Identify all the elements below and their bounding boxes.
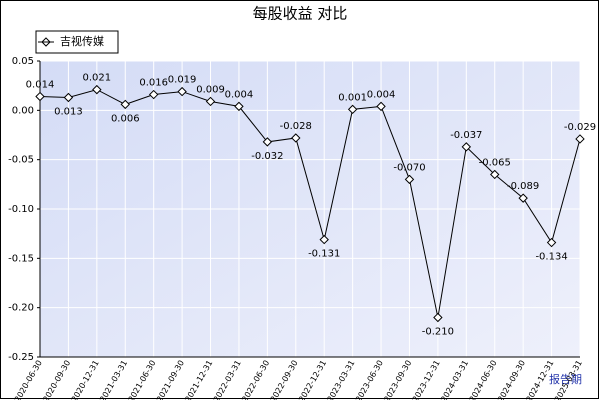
- point: [433, 312, 443, 323]
- point: [205, 96, 216, 107]
- chart-title: 每股收益 对比: [253, 5, 348, 23]
- legend-label: 吉视传媒: [60, 34, 104, 48]
- point: [518, 193, 528, 203]
- point: [35, 91, 45, 102]
- point: [92, 84, 102, 95]
- value-label: -0.134: [535, 252, 567, 263]
- y-tick-label: 0.05: [12, 56, 34, 67]
- value-label: 0.009: [196, 84, 225, 95]
- y-tick-label: -0.25: [8, 352, 34, 363]
- value-label: -0.028: [280, 121, 312, 132]
- point: [120, 99, 130, 110]
- value-label: 0.006: [111, 113, 140, 124]
- point: [376, 101, 386, 112]
- point: [262, 137, 273, 147]
- point: [490, 169, 500, 180]
- point: [177, 86, 187, 97]
- point: [319, 234, 329, 245]
- point: [461, 142, 472, 152]
- y-tick-label: -0.05: [8, 155, 34, 166]
- value-label: -0.037: [450, 130, 482, 141]
- point: [291, 133, 301, 143]
- point: [546, 237, 557, 248]
- value-label: 0.014: [26, 80, 55, 91]
- value-label: -0.032: [251, 151, 283, 162]
- series-line: [39, 89, 581, 318]
- y-tick-label: -0.20: [8, 303, 34, 314]
- y-tick-label: -0.10: [8, 204, 34, 215]
- point: [234, 101, 244, 112]
- x-axis-label: 报告期: [549, 372, 582, 386]
- value-label: -0.210: [422, 327, 454, 338]
- value-label: 0.013: [54, 107, 83, 118]
- value-label: -0.089: [507, 181, 539, 192]
- y-tick-label: 0.00: [12, 105, 34, 116]
- value-label: 0.021: [83, 73, 112, 84]
- value-label: -0.029: [564, 122, 596, 133]
- value-label: 0.004: [367, 89, 396, 100]
- point: [148, 89, 159, 100]
- value-label: -0.065: [479, 157, 511, 168]
- point: [347, 104, 358, 115]
- point: [575, 134, 585, 144]
- value-label: 0.016: [139, 78, 168, 89]
- value-label: 0.001: [338, 92, 367, 103]
- point: [404, 174, 415, 185]
- point: [63, 92, 74, 103]
- value-label: 0.004: [225, 89, 254, 100]
- value-label: -0.070: [393, 162, 425, 173]
- y-tick-label: -0.15: [8, 253, 34, 264]
- value-label: -0.131: [308, 249, 340, 260]
- value-label: 0.019: [168, 75, 197, 86]
- legend-box: [35, 30, 119, 54]
